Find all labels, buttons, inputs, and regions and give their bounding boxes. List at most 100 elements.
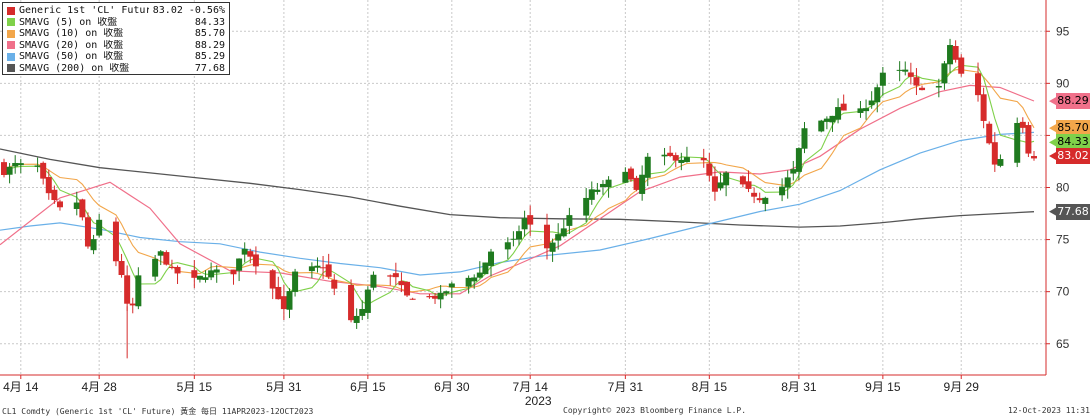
candle-body xyxy=(409,298,416,300)
candle-body xyxy=(678,159,685,163)
candle-body xyxy=(823,118,830,122)
candle-body xyxy=(12,162,19,167)
candle-body xyxy=(275,286,282,300)
candle-body xyxy=(683,157,690,163)
candle-body xyxy=(443,291,450,294)
legend-item: SMAVG (10) on 收盤 85.70 xyxy=(7,28,225,40)
candle-body xyxy=(605,179,612,188)
candle-body xyxy=(465,277,472,287)
candle-body xyxy=(706,163,713,176)
sma20-line xyxy=(0,84,1035,295)
candle-body xyxy=(739,176,746,185)
candle-body xyxy=(1,162,7,175)
candle-body xyxy=(471,277,478,282)
candle-body xyxy=(437,292,444,300)
price-tag: 88.29 xyxy=(1056,93,1090,110)
candle-body xyxy=(1019,121,1026,128)
legend-label: SMAVG (50) on 收盤 xyxy=(19,51,124,62)
legend-label: SMAVG (20) on 收盤 xyxy=(19,39,124,51)
legend-label: SMAVG (5) on 收盤 xyxy=(19,16,118,28)
candle-body xyxy=(549,242,556,252)
candle-body xyxy=(907,72,914,77)
legend-item: SMAVG (20) on 收盤 88.29 xyxy=(7,40,225,52)
candle-body xyxy=(308,266,315,272)
y-tick-label: 80 xyxy=(1056,181,1070,195)
candle-body xyxy=(639,174,646,194)
candle-body xyxy=(560,228,567,237)
legend-value: 77.68 xyxy=(194,62,225,74)
x-tick-label: 6月 30 xyxy=(434,380,470,394)
candle-body xyxy=(790,169,797,174)
candle-body xyxy=(286,291,293,310)
candle-body xyxy=(594,189,601,192)
legend-swatch xyxy=(7,6,15,15)
candle-body xyxy=(633,177,640,190)
candle-body xyxy=(325,264,332,277)
candle-body xyxy=(331,279,338,289)
candle-body xyxy=(555,234,562,241)
candle-body xyxy=(392,273,399,278)
candle-body xyxy=(241,248,248,255)
price-tag: 84.33 xyxy=(1056,134,1090,151)
legend-swatch xyxy=(7,29,15,38)
candle-body xyxy=(1031,156,1037,159)
candle-body xyxy=(756,198,763,201)
price-tag: 83.02 xyxy=(1056,148,1090,165)
legend-value: 83.02 xyxy=(152,5,183,16)
candle-body xyxy=(958,57,965,74)
candle-body xyxy=(583,197,590,216)
candle-body xyxy=(902,69,909,72)
candle-body xyxy=(230,269,237,275)
candle-body xyxy=(370,274,377,288)
legend-value: 84.33 xyxy=(194,16,225,28)
candle-body xyxy=(1014,122,1021,163)
candle-body xyxy=(762,197,769,204)
candle-body xyxy=(482,262,489,275)
candle-body xyxy=(700,157,707,161)
candle-body xyxy=(152,258,159,277)
year-label: 2023 xyxy=(525,394,552,408)
candle-body xyxy=(801,128,808,149)
candle-body xyxy=(516,231,522,240)
candle-body xyxy=(588,189,595,200)
candle-body xyxy=(314,265,321,268)
candle-body xyxy=(711,176,718,192)
legend-value: 88.29 xyxy=(194,39,225,51)
candle-body xyxy=(935,85,942,88)
candle-body xyxy=(672,155,679,161)
legend-label: SMAVG (10) on 收盤 xyxy=(19,28,124,39)
candle-body xyxy=(359,308,366,316)
candle-body xyxy=(191,270,198,278)
y-tick-label: 95 xyxy=(1056,24,1070,38)
candle-body xyxy=(84,217,91,247)
footer-timestamp: 12-Oct-2023 11:31:23 xyxy=(1008,406,1090,415)
candle-body xyxy=(364,289,371,313)
candle-body xyxy=(745,181,752,189)
candle-body xyxy=(896,69,903,71)
candle-body xyxy=(34,165,41,167)
legend-label: Generic 1st 'CL' Future - 最新價 xyxy=(19,5,149,16)
candle-body xyxy=(432,295,439,299)
candle-body xyxy=(398,281,405,286)
price-tag: 77.68 xyxy=(1056,203,1090,220)
candle-body xyxy=(56,201,63,208)
legend-swatch xyxy=(7,41,15,50)
x-tick-label: 7月 31 xyxy=(608,380,644,394)
legend-swatch xyxy=(7,64,15,73)
candle-body xyxy=(527,215,534,225)
candle-body xyxy=(96,219,103,236)
candle-body xyxy=(879,72,886,86)
candle-body xyxy=(348,284,355,321)
candle-body xyxy=(840,103,847,111)
x-tick-label: 8月 31 xyxy=(781,380,817,394)
price-tag-pointer xyxy=(1049,97,1056,106)
x-tick-label: 8月 15 xyxy=(692,380,728,394)
candle-body xyxy=(919,87,926,91)
x-tick-label: 4月 14 xyxy=(3,380,39,394)
candle-body xyxy=(387,275,394,277)
candle-body xyxy=(795,148,802,172)
candle-body xyxy=(280,296,287,310)
candle-body xyxy=(661,154,668,157)
candle-body xyxy=(488,251,495,266)
